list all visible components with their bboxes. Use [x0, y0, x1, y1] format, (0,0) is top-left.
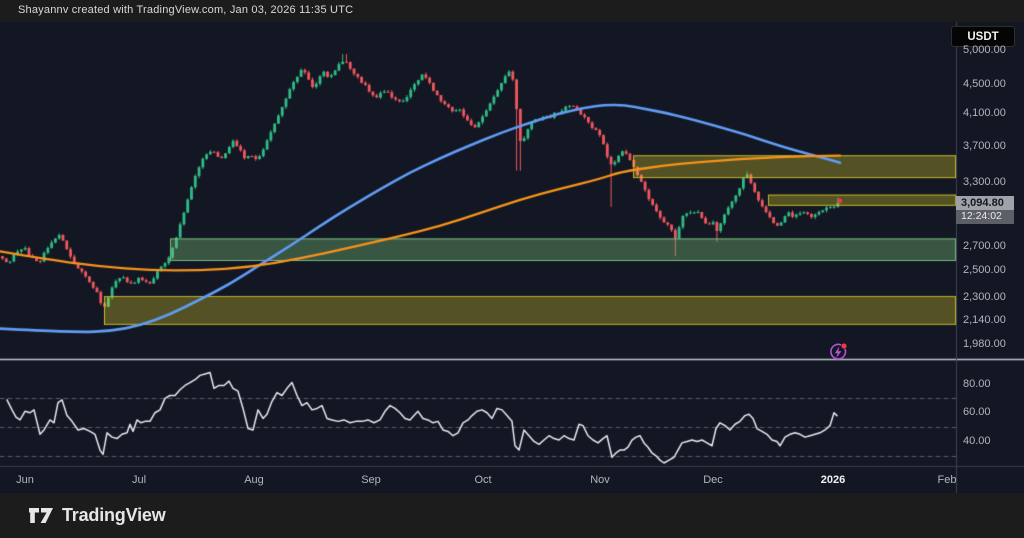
price-tick-label: 3,700.00: [963, 140, 1006, 153]
tradingview-logo[interactable]: TradingView: [28, 505, 166, 526]
time-tick-label: Feb: [937, 474, 957, 486]
price-tick-label: 5,000.00: [963, 44, 1006, 57]
notification-dot: [841, 343, 847, 349]
time-tick-label: Nov: [590, 474, 610, 486]
price-tick-label: 2,300.00: [963, 290, 1006, 303]
price-tick-label: 2,140.00: [963, 313, 1006, 326]
time-tick-label: Jun: [16, 474, 34, 486]
last-price-badge[interactable]: 3,094.80 12:24:02: [956, 196, 1014, 224]
price-tick-label: 4,100.00: [963, 107, 1006, 120]
spark-icon[interactable]: [827, 341, 849, 363]
time-tick-label: Jul: [131, 474, 147, 486]
rsi-tick-label: 40.00: [963, 434, 991, 447]
price-tick-label: 2,700.00: [963, 240, 1006, 253]
candle-countdown: 12:24:02: [956, 210, 1014, 224]
time-tick-label: Dec: [703, 474, 723, 486]
time-tick-label: 2026: [820, 474, 846, 486]
attribution-bar: Shayannv created with TradingView.com, J…: [0, 0, 1024, 22]
currency-badge[interactable]: USDT: [951, 26, 1015, 47]
time-tick-label: Aug: [244, 474, 264, 486]
tradingview-logo-text: TradingView: [62, 505, 166, 525]
price-tick-label: 2,500.00: [963, 264, 1006, 277]
tradingview-logo-icon: [28, 507, 54, 524]
price-tick-label: 3,300.00: [963, 176, 1006, 189]
price-tick-label: 4,500.00: [963, 77, 1006, 90]
time-tick-label: Sep: [361, 474, 381, 486]
rsi-tick-label: 80.00: [963, 377, 991, 390]
time-tick-label: Oct: [474, 474, 492, 486]
last-price-value: 3,094.80: [956, 196, 1014, 210]
footer-bar: TradingView: [0, 493, 1024, 538]
price-tick-label: 1,980.00: [963, 338, 1006, 351]
rsi-tick-label: 60.00: [963, 406, 991, 419]
attribution-text: Shayannv created with TradingView.com, J…: [18, 4, 354, 16]
